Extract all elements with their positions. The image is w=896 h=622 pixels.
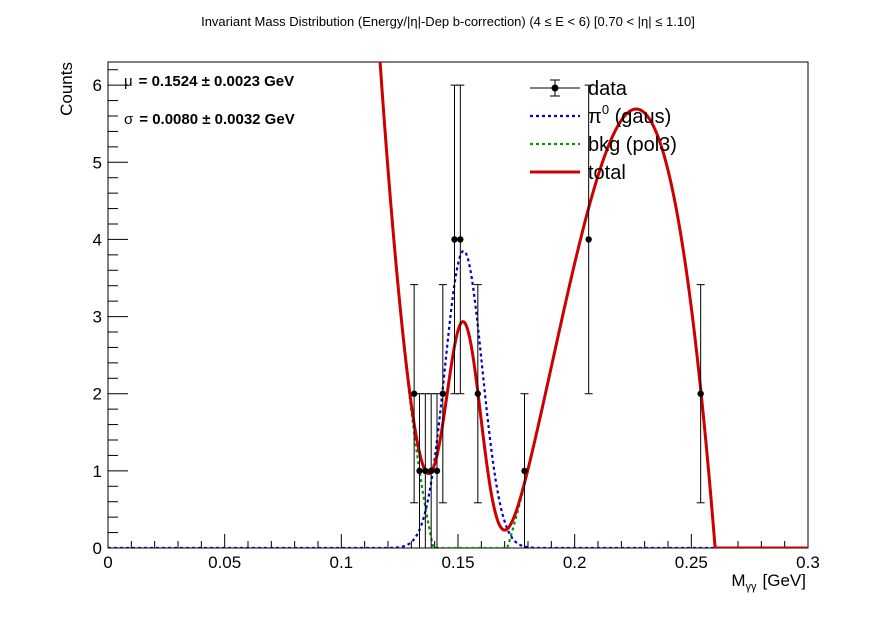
data-point-marker	[439, 390, 447, 397]
gaus-fit-curve	[108, 249, 808, 548]
legend-entry-bkg: bkg (pol3)	[530, 134, 677, 156]
data-point-marker	[416, 467, 423, 475]
x-tick-label: 0.2	[563, 553, 587, 572]
legend-gaus-suffix: (gaus)	[609, 106, 671, 128]
x-axis-ticks	[107, 534, 809, 548]
data-point-marker	[457, 236, 464, 243]
y-tick-label: 4	[93, 230, 102, 249]
legend-label-gaus: π0 (gaus)	[588, 102, 671, 128]
legend-label-total: total	[588, 162, 626, 184]
data-point-marker	[474, 390, 482, 397]
x-tick-label: 0.05	[208, 553, 241, 572]
y-tick-label: 6	[93, 76, 102, 95]
legend-entry-data: data	[530, 78, 628, 100]
legend-label-data: data	[588, 78, 628, 100]
x-axis-label-main: M	[731, 571, 745, 590]
y-tick-label: 5	[93, 153, 102, 172]
legend-entry-gaus: π0 (gaus)	[530, 102, 671, 128]
sigma-value: = 0.0080 ± 0.0032 GeV	[139, 111, 294, 128]
data-point-marker	[422, 467, 429, 475]
legend-label-bkg: bkg (pol3)	[588, 134, 677, 156]
chart-title: Invariant Mass Distribution (Energy/|η|-…	[201, 14, 695, 29]
legend: data π0 (gaus) bkg (pol3) total	[530, 78, 677, 184]
y-tick-label: 2	[93, 385, 102, 404]
data-point	[456, 84, 465, 395]
legend-entry-total: total	[530, 162, 626, 184]
legend-gaus-symbol: π	[588, 106, 602, 128]
y-tick-label: 0	[93, 539, 102, 558]
mu-stat: μ = 0.1524 ± 0.0023 GeV	[124, 73, 294, 90]
data-point	[410, 284, 419, 504]
total-fit-curve	[378, 62, 808, 548]
legend-gaus-superscript: 0	[602, 102, 609, 117]
x-tick-label: 0.15	[441, 553, 474, 572]
plot-frame	[107, 61, 809, 549]
data-point-marker	[521, 467, 528, 475]
x-tick-label: 0.3	[796, 553, 820, 572]
x-axis-label: Mγγ [GeV]	[731, 571, 806, 593]
sigma-symbol: σ	[124, 111, 134, 128]
y-axis-tick-labels: 0 1 2 3 4 5 6	[93, 76, 102, 558]
data-point-marker	[585, 236, 592, 243]
data-point	[415, 393, 424, 549]
data-point	[696, 284, 705, 504]
y-axis-label: Counts	[57, 62, 76, 116]
x-tick-label: 0	[103, 553, 112, 572]
data-point	[473, 284, 482, 504]
data-point	[438, 284, 447, 504]
data-point	[520, 393, 529, 549]
data-point	[584, 84, 593, 395]
legend-data-marker	[551, 84, 559, 92]
fit-stats: μ = 0.1524 ± 0.0023 GeV σ = 0.0080 ± 0.003…	[124, 73, 295, 128]
x-tick-label: 0.1	[330, 553, 354, 572]
x-axis-label-unit: [GeV]	[763, 571, 806, 590]
data-point-marker	[410, 390, 418, 397]
x-axis-label-subscript: γγ	[746, 581, 758, 593]
mu-symbol: μ	[124, 73, 133, 90]
data-point-marker	[697, 390, 704, 397]
x-tick-label: 0.25	[675, 553, 708, 572]
data-point-marker	[451, 236, 458, 243]
y-axis-ticks	[108, 69, 128, 549]
data-points	[410, 84, 705, 549]
y-tick-label: 3	[93, 308, 102, 327]
data-point-marker	[433, 467, 441, 475]
data-point-marker	[427, 467, 435, 475]
data-point	[450, 84, 459, 395]
mu-value: = 0.1524 ± 0.0023 GeV	[139, 73, 294, 90]
y-tick-label: 1	[93, 462, 102, 481]
x-axis-tick-labels: 0 0.05 0.1 0.15 0.2 0.25 0.3	[103, 553, 820, 572]
data-point	[433, 393, 441, 549]
sigma-stat: σ = 0.0080 ± 0.0032 GeV	[124, 111, 295, 128]
fit-curves	[108, 62, 808, 548]
